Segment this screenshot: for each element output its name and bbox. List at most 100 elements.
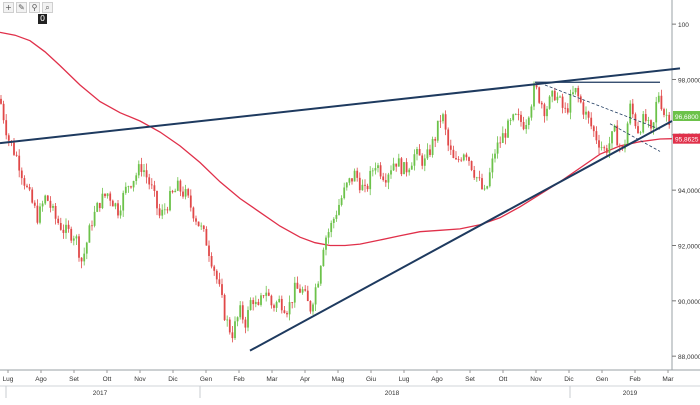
candle-body [387,174,390,183]
candle-body [0,98,2,104]
candle-body [548,96,551,109]
candle-body [522,121,525,130]
candle-body [366,185,369,190]
candle-body [241,305,244,320]
candle-body [13,142,15,155]
x-month-label: Nov [530,376,542,383]
candle-body [291,302,294,303]
candle-body [122,192,125,211]
candle-body [374,168,377,171]
magnet-icon[interactable]: ⚲ [29,2,40,13]
candle-body [361,184,364,191]
candle-body [582,102,585,115]
candle-body [595,131,598,141]
candle-body [137,164,140,176]
candle-body [400,158,403,175]
candle-body [265,292,268,296]
candle-body [163,209,166,211]
candle-body [67,224,70,229]
candle-body [187,189,190,196]
candle-body [327,232,330,238]
x-month-label: Set [465,376,475,383]
candle-body [499,142,502,144]
candle-body [590,117,593,127]
candle-body [639,132,642,134]
trendline-rising-support [249,120,673,352]
candle-body [111,200,114,207]
candle-body [33,202,36,206]
candle-body [130,186,132,188]
candle-body [184,189,187,197]
candle-body [551,90,554,97]
candle-body [15,154,18,156]
candle-body [556,96,559,101]
candle-body [197,221,200,227]
candle-body [535,85,538,88]
candle-body [239,305,242,318]
candle-body [494,153,496,159]
trendlines-layer [0,67,681,352]
candle-body [416,149,418,155]
candle-body [192,207,195,219]
x-year-label: 2018 [385,390,400,397]
candle-body [18,155,21,171]
counter-badge: 0 [38,14,47,24]
candle-body [517,114,520,115]
candle-body [161,209,164,216]
y-tick-label: 98,0000 [678,77,700,84]
candle-body [44,195,47,204]
candle-body [533,85,535,107]
candle-body [449,145,452,150]
candle-body [75,236,78,239]
candle-body [418,149,421,156]
candle-body [408,169,411,173]
candle-body [174,190,177,193]
candle-body [280,298,283,311]
candle-body [553,90,556,101]
candle-body [267,292,270,296]
candle-body [46,195,49,201]
candle-body [473,169,476,178]
candle-body [629,103,632,124]
candle-body [332,218,335,223]
candle-body [96,202,99,212]
candle-body [613,125,616,132]
candle-body [603,147,606,149]
candle-body [49,200,52,208]
y-tick-label: 100 [678,22,689,29]
candle-body [462,154,465,161]
candle-body [608,143,611,153]
candle-body [434,139,437,141]
candle-body [501,133,504,143]
candle-body [530,106,533,118]
candle-body [460,159,463,161]
candle-body [140,164,143,172]
x-month-label: Dic [564,376,574,383]
candle-body [569,94,572,113]
trendline-upper-channel [0,67,681,145]
x-year-label: 2019 [623,390,638,397]
zoom-icon[interactable]: ⌕ [42,2,53,13]
candle-body [525,125,528,130]
pencil-icon[interactable]: ✎ [16,2,27,13]
crosshair-icon[interactable]: + [3,2,14,13]
x-year-label: 2017 [93,390,108,397]
candle-body [20,170,23,179]
candle-body [218,279,221,285]
candle-body [70,228,73,241]
candle-body [28,186,31,190]
candle-body [244,319,247,328]
candle-body [520,114,522,122]
candle-body [158,208,161,216]
candle-body [356,170,359,178]
candle-body [663,109,665,115]
candle-body [577,87,580,97]
candle-body [504,133,507,138]
candle-body [507,120,509,138]
x-month-label: Gen [596,376,609,383]
candle-body [106,193,109,197]
candle-body [83,253,86,262]
candle-body [236,317,239,322]
candle-body [527,117,530,126]
